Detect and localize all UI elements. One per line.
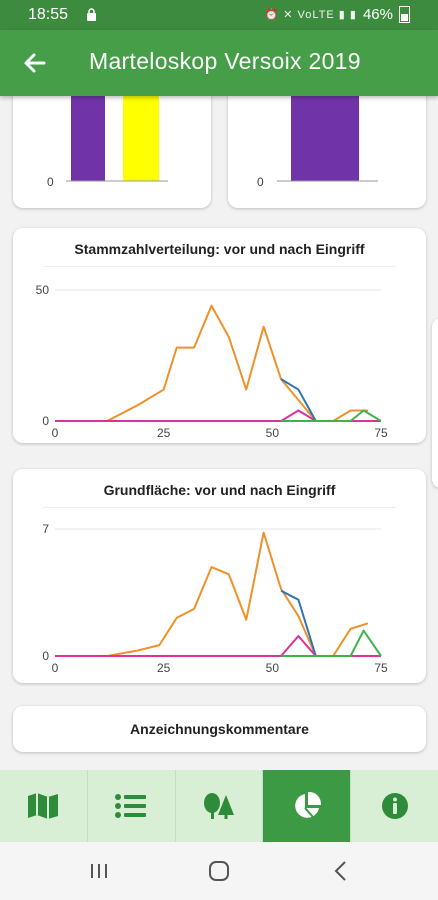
comments-title: Anzeichnungskommentare [130, 721, 309, 737]
y-tick-label: 50 [36, 283, 50, 297]
lock-icon [87, 8, 96, 21]
bar-purple [291, 96, 359, 181]
y-tick-label: 0 [42, 649, 49, 663]
comments-card[interactable]: Anzeichnungskommentare [13, 706, 426, 752]
series-line [281, 629, 382, 657]
status-bar: 18:55 ⏰ ✕ VoLTE ▮ ▮ 46% [0, 0, 438, 30]
recent-apps-icon[interactable] [84, 858, 114, 884]
y-tick-label: 0 [47, 175, 54, 189]
chart-title: Stammzahlverteilung: vor und nach Eingri… [74, 241, 365, 257]
home-icon[interactable] [204, 858, 234, 884]
bar-chart-card-left: 0 [13, 96, 211, 208]
pie-chart-icon [294, 791, 321, 818]
map-icon [28, 793, 59, 819]
arrow-left-icon [24, 53, 46, 73]
y-tick-label: 0 [42, 414, 49, 428]
nav-map[interactable] [0, 770, 88, 842]
y-tick-label: 0 [257, 175, 264, 189]
content-scroll[interactable]: 0 0 Stammzahlverteilung: vor und nach Ei… [0, 96, 438, 770]
status-time: 18:55 [28, 6, 69, 23]
line-chart-grundflaeche: 0 7 0 25 50 75 [42, 522, 388, 675]
status-icons: ⏰ ✕ VoLTE ▮ ▮ [264, 9, 357, 21]
trees-icon [203, 793, 234, 819]
y-tick-label: 7 [42, 522, 49, 536]
x-tick-label: 25 [157, 426, 171, 440]
system-nav-bar [0, 842, 438, 900]
nav-trees[interactable] [176, 770, 264, 842]
back-nav-icon[interactable] [326, 858, 356, 884]
nav-list[interactable] [88, 770, 176, 842]
title-divider [43, 266, 396, 267]
chart-card-grundflaeche: Grundfläche: vor und nach Eingriff 0 7 0 25… [13, 469, 426, 683]
series-line [280, 589, 317, 657]
x-tick-label: 75 [374, 661, 388, 675]
x-tick-label: 0 [52, 661, 59, 675]
bar-chart-card-right: 0 [228, 96, 426, 208]
title-divider [43, 507, 396, 508]
series-line [55, 409, 381, 422]
bar-chart-right: 0 [257, 96, 378, 189]
bottom-nav [0, 770, 438, 842]
x-tick-label: 25 [157, 661, 171, 675]
back-button[interactable] [14, 42, 56, 84]
chart-title: Grundfläche: vor und nach Eingriff [103, 482, 336, 498]
bar-yellow [123, 96, 159, 181]
battery-icon [399, 6, 410, 23]
bar-chart-left: 0 [47, 96, 168, 189]
series-line [55, 635, 381, 657]
info-icon [381, 793, 408, 819]
page-title: Marteloskop Versoix 2019 [89, 48, 361, 74]
side-card-edge [432, 318, 438, 488]
app-bar: Marteloskop Versoix 2019 [0, 30, 438, 96]
nav-statistics[interactable] [263, 770, 352, 842]
bar-purple [71, 96, 105, 181]
series-line [55, 304, 368, 422]
chart-card-stammzahl: Stammzahlverteilung: vor und nach Eingri… [13, 228, 426, 443]
x-tick-label: 0 [52, 426, 59, 440]
series-line [281, 409, 382, 422]
line-chart-stammzahl: 0 50 0 25 50 75 [36, 283, 388, 440]
status-indicators: ⏰ ✕ VoLTE ▮ ▮ 46% [265, 6, 410, 23]
x-tick-label: 50 [266, 426, 280, 440]
x-tick-label: 50 [266, 661, 280, 675]
battery-percent: 46% [362, 6, 393, 23]
series-line [280, 378, 317, 422]
x-tick-label: 75 [374, 426, 388, 440]
list-icon [115, 794, 147, 818]
nav-info[interactable] [351, 770, 438, 842]
series-line [55, 531, 369, 657]
